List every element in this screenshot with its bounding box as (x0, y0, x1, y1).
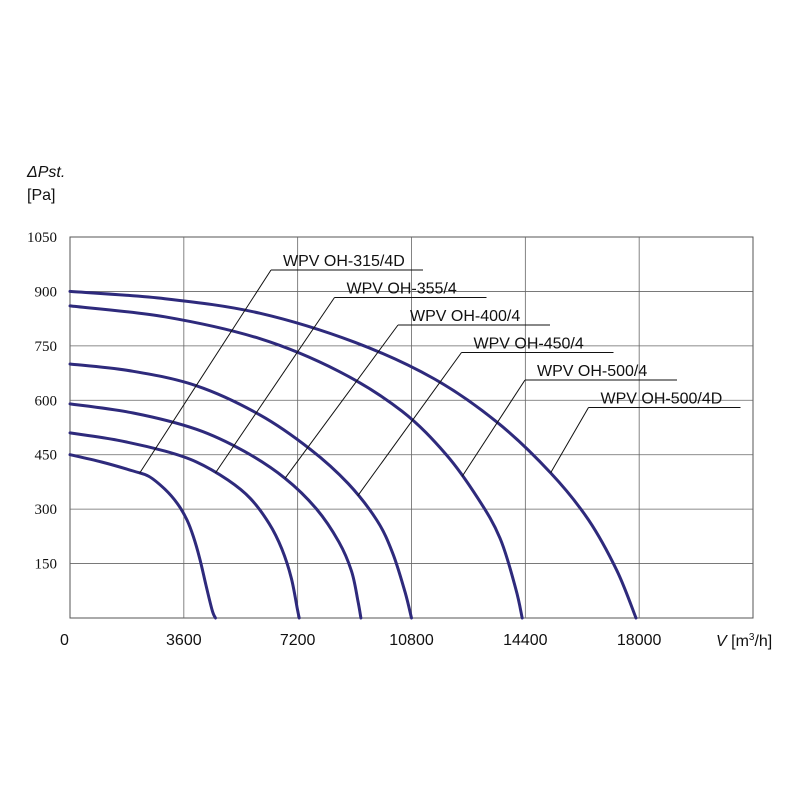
curve-wpv-oh-500-4 (68, 304, 524, 620)
series-labels: WPV OH-315/4D WPV OH-355/4 WPV OH-400/4 WPV… (139, 253, 741, 497)
y-tick-label: 150 (35, 557, 58, 573)
x-tick-label: 10800 (389, 632, 434, 649)
y-axis-symbol: ΔPst. (26, 164, 65, 181)
y-tick-label: 300 (35, 502, 58, 518)
x-axis-symbol: V (716, 633, 728, 650)
y-tick-label: 900 (35, 284, 58, 300)
y-tick-label: 450 (35, 448, 58, 464)
x-tick-label: 18000 (617, 632, 662, 649)
y-tick-label: 1050 (27, 230, 57, 246)
series-label-wpv-oh-400-4: WPV OH-400/4 (410, 308, 520, 325)
y-tick-label: 750 (35, 339, 58, 355)
curve-wpv-oh-450-4 (68, 362, 413, 620)
x-axis-unit-sup: 3 (749, 632, 755, 643)
leader-line-wpv-oh-500-4d (550, 407, 589, 474)
leader-line-wpv-oh-400-4 (284, 324, 399, 479)
y-tick-label: 600 (35, 393, 58, 409)
leader-line-wpv-oh-355-4 (215, 297, 335, 474)
x-tick-label: 14400 (503, 632, 548, 649)
leader-line-wpv-oh-315-4d (139, 269, 272, 474)
leader-line-wpv-oh-450-4 (357, 352, 462, 497)
curve-wpv-oh-500-4d (68, 289, 638, 620)
x-tick-label: 3600 (166, 632, 202, 649)
curve-wpv-oh-355-4 (68, 431, 301, 620)
x-axis-label: V [m3/h] (716, 632, 772, 650)
x-tick-label: 0 (60, 632, 69, 649)
series-label-wpv-oh-500-4d: WPV OH-500/4D (601, 391, 723, 408)
series-label-wpv-oh-500-4: WPV OH-500/4 (537, 363, 647, 380)
curve-wpv-oh-400-4 (68, 402, 363, 620)
leader-line-wpv-oh-500-4 (461, 379, 526, 477)
curve-wpv-oh-315-4d (68, 453, 217, 620)
x-axis-unit-suffix: /h] (754, 633, 772, 650)
y-axis-unit: [Pa] (27, 187, 55, 204)
ticks: 0 3600 7200 10800 14400 18000 150 300 450 600 750 9… (27, 230, 662, 649)
series-label-wpv-oh-450-4: WPV OH-450/4 (474, 336, 584, 353)
series-label-wpv-oh-315-4d: WPV OH-315/4D (283, 253, 405, 270)
curves (68, 289, 638, 620)
x-axis-unit-prefix: [m (727, 633, 749, 650)
series-label-wpv-oh-355-4: WPV OH-355/4 (347, 281, 457, 298)
x-tick-label: 7200 (280, 632, 316, 649)
